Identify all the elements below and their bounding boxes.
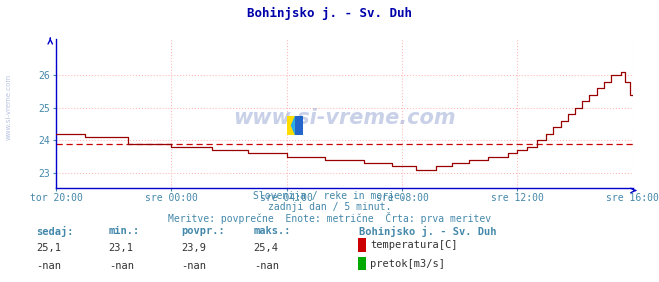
Text: Slovenija / reke in morje.: Slovenija / reke in morje. <box>253 191 406 201</box>
Text: 23,1: 23,1 <box>109 243 134 252</box>
Polygon shape <box>291 116 295 135</box>
Text: 23,9: 23,9 <box>181 243 206 252</box>
Bar <box>295 116 303 135</box>
Text: -nan: -nan <box>254 261 279 271</box>
Text: Meritve: povprečne  Enote: metrične  Črta: prva meritev: Meritve: povprečne Enote: metrične Črta:… <box>168 212 491 224</box>
Text: 25,1: 25,1 <box>36 243 61 252</box>
Text: temperatura[C]: temperatura[C] <box>370 240 458 250</box>
Text: Bohinjsko j. - Sv. Duh: Bohinjsko j. - Sv. Duh <box>359 226 497 237</box>
Text: pretok[m3/s]: pretok[m3/s] <box>370 259 445 269</box>
Text: -nan: -nan <box>181 261 206 271</box>
Text: 25,4: 25,4 <box>254 243 279 252</box>
Bar <box>287 116 295 135</box>
Text: maks.:: maks.: <box>254 226 291 235</box>
Text: -nan: -nan <box>109 261 134 271</box>
Text: Bohinjsko j. - Sv. Duh: Bohinjsko j. - Sv. Duh <box>247 7 412 20</box>
Text: zadnji dan / 5 minut.: zadnji dan / 5 minut. <box>268 202 391 212</box>
Text: www.si-vreme.com: www.si-vreme.com <box>233 108 455 128</box>
Text: min.:: min.: <box>109 226 140 235</box>
Text: povpr.:: povpr.: <box>181 226 225 235</box>
Text: -nan: -nan <box>36 261 61 271</box>
Text: www.si-vreme.com: www.si-vreme.com <box>5 74 11 140</box>
Text: sedaj:: sedaj: <box>36 226 74 237</box>
